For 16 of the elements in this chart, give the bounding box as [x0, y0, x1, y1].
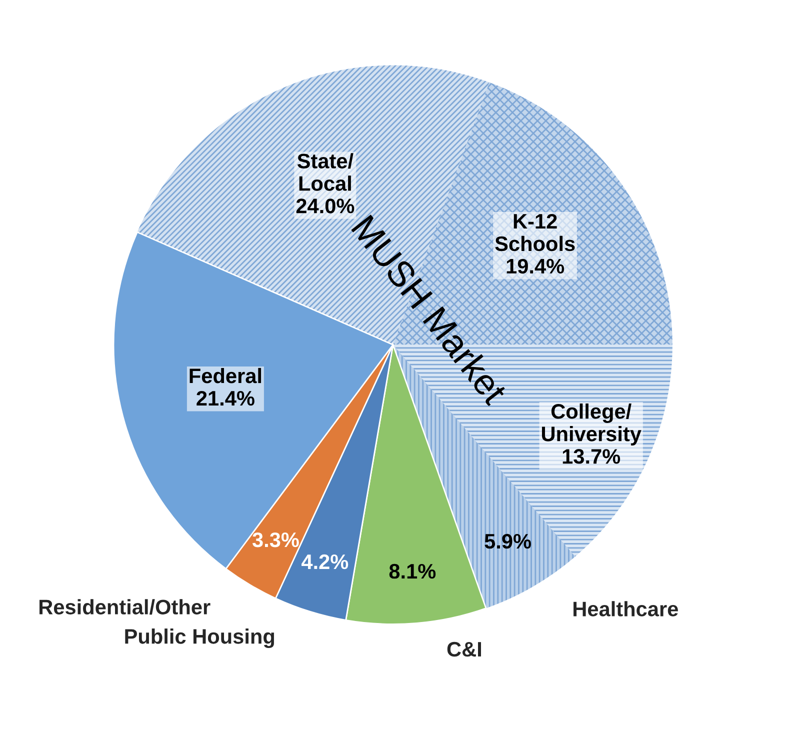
slice-label: College/University	[542, 404, 642, 446]
data-label: 8.1%	[389, 564, 436, 579]
slice-label: C&I	[447, 642, 481, 657]
slice-label: State/Local	[297, 153, 354, 191]
data-label: 24.0%	[296, 198, 354, 214]
slice-label: K-12 Schools	[495, 214, 575, 252]
slice-label: Federal	[190, 368, 262, 384]
slice-label: Residential/Other	[40, 599, 210, 615]
data-label: 4.2%	[302, 554, 348, 570]
data-label: 19.4%	[506, 258, 564, 274]
data-label: 21.4%	[196, 390, 254, 406]
data-label: 5.9%	[484, 534, 531, 549]
data-label: 13.7%	[562, 449, 620, 464]
slice-label: Public Housing	[125, 628, 274, 648]
data-label: 3.3%	[252, 532, 299, 548]
slice-label: Healthcare	[574, 601, 678, 616]
